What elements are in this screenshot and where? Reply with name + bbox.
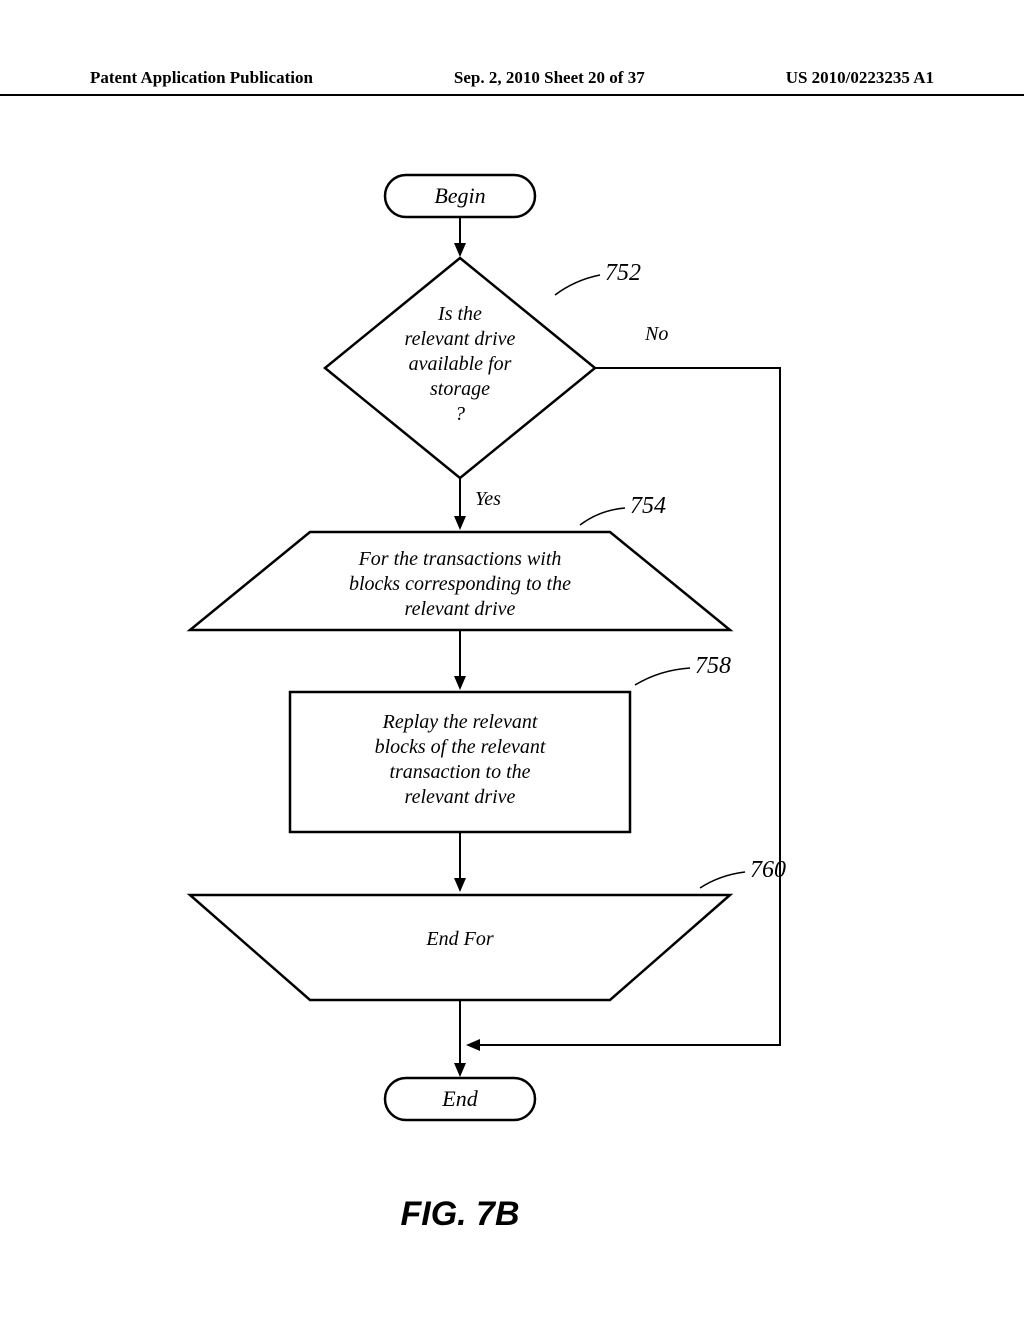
edge-yes-label: Yes <box>475 488 501 510</box>
ref-760: 760 <box>750 857 786 883</box>
leader-760 <box>700 872 745 888</box>
decision-line-3: storage <box>430 378 490 400</box>
process-line-0: Replay the relevant <box>382 711 538 733</box>
node-forend: End For <box>190 895 730 1000</box>
node-decision: Is the relevant drive available for stor… <box>325 258 595 478</box>
begin-label: Begin <box>434 183 485 208</box>
node-process: Replay the relevant blocks of the releva… <box>290 692 630 832</box>
forstart-line-0: For the transactions with <box>358 548 562 570</box>
ref-752: 752 <box>605 260 641 286</box>
flowchart-svg: Begin Is the relevant drive available fo… <box>0 120 1024 1320</box>
edge-no <box>468 368 780 1045</box>
process-line-3: relevant drive <box>405 786 516 808</box>
ref-754: 754 <box>630 493 666 519</box>
leader-754 <box>580 508 625 525</box>
forstart-line-2: relevant drive <box>405 598 516 620</box>
process-line-2: transaction to the <box>389 761 530 783</box>
header-right: US 2010/0223235 A1 <box>786 68 934 88</box>
decision-line-4: ? <box>455 403 465 425</box>
edge-no-label: No <box>644 323 668 345</box>
decision-line-2: available for <box>409 353 512 375</box>
decision-line-1: relevant drive <box>405 328 516 350</box>
end-label: End <box>441 1086 478 1111</box>
figure-title: FIG. 7B <box>400 1195 519 1233</box>
leader-758 <box>635 668 690 685</box>
header-center: Sep. 2, 2010 Sheet 20 of 37 <box>454 68 645 88</box>
page-header: Patent Application Publication Sep. 2, 2… <box>0 68 1024 96</box>
process-line-1: blocks of the relevant <box>375 736 546 758</box>
forstart-line-1: blocks corresponding to the <box>349 573 571 595</box>
node-forstart: For the transactions with blocks corresp… <box>190 532 730 630</box>
ref-758: 758 <box>695 653 731 679</box>
decision-line-0: Is the <box>437 303 482 325</box>
header-left: Patent Application Publication <box>90 68 313 88</box>
node-end: End <box>385 1078 535 1120</box>
node-begin: Begin <box>385 175 535 217</box>
forend-label: End For <box>425 928 493 950</box>
leader-752 <box>555 275 600 295</box>
